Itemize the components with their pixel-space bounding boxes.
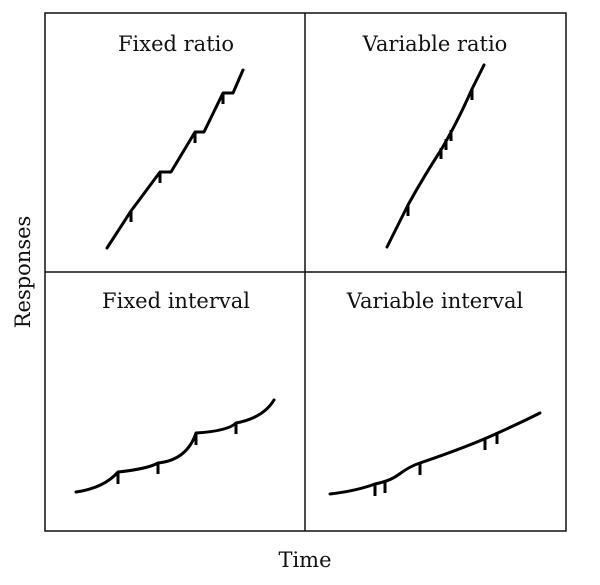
panel-title-variable-ratio: Variable ratio [362,32,508,56]
x-axis-label: Time [278,548,331,572]
variable-interval-curve-group [330,413,540,496]
panel-title-fixed-ratio: Fixed ratio [118,32,234,56]
fixed-ratio-curve-group [107,70,243,248]
panel-title-fixed-interval: Fixed interval [102,289,250,313]
fixed-interval-curve-group [76,400,274,492]
variable-ratio-curve-group [387,65,484,247]
panel-title-variable-interval: Variable interval [346,289,524,313]
variable-ratio-curve [387,65,484,247]
variable-interval-curve [330,413,540,494]
fixed-interval-curve [76,400,274,492]
y-axis-label: Responses [11,216,35,329]
